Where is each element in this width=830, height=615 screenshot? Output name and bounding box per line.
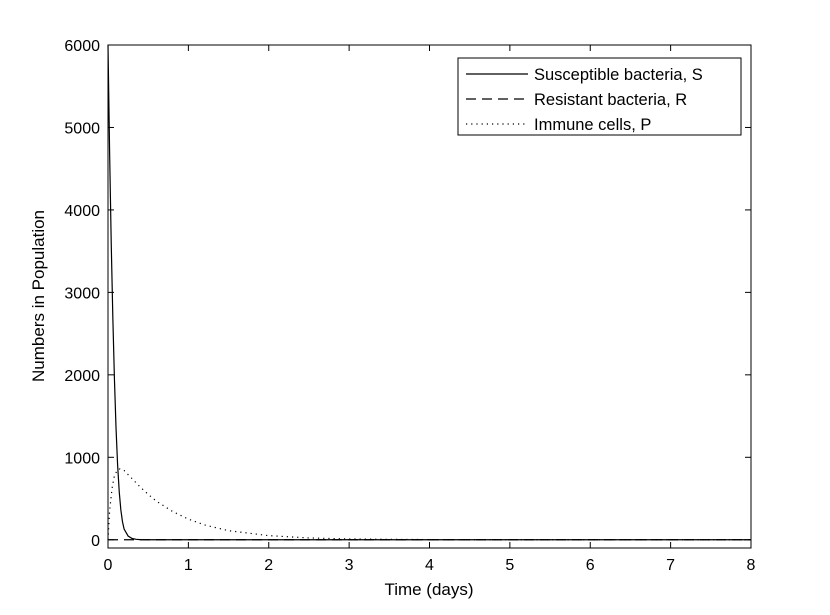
x-tick-label: 4 (425, 557, 434, 574)
x-tick-label: 7 (666, 557, 675, 574)
y-tick-label: 4000 (64, 203, 100, 220)
y-tick-label: 6000 (64, 38, 100, 55)
legend-label: Immune cells, P (534, 116, 651, 134)
x-tick-label: 1 (184, 557, 193, 574)
legend-box (457, 57, 742, 136)
series-lines (107, 44, 751, 541)
tick-labels: 0 1 2 3 4 5 6 7 8 0 1000 2000 3000 4000 5000 6000 (64, 38, 755, 574)
y-tick-label: 3000 (64, 285, 100, 302)
x-tick-label: 0 (104, 557, 113, 574)
x-tick-label: 5 (505, 557, 514, 574)
x-tick-label: 6 (586, 557, 595, 574)
y-tick-label: 0 (91, 533, 100, 550)
x-tick-label: 8 (747, 557, 756, 574)
legend-label: Resistant bacteria, R (534, 91, 687, 109)
x-axis-label: Time (days) (384, 580, 473, 599)
legend-label: Susceptible bacteria, S (534, 66, 703, 84)
y-axis-label: Numbers in Population (29, 210, 48, 382)
legend: Susceptible bacteria, S Resistant bacteri… (457, 57, 742, 136)
y-tick-label: 5000 (64, 120, 100, 137)
x-tick-label: 3 (345, 557, 354, 574)
series-line-immune-cells-p (107, 468, 751, 541)
y-tick-label: 2000 (64, 368, 100, 385)
x-tick-label: 2 (264, 557, 273, 574)
y-tick-label: 1000 (64, 450, 100, 467)
